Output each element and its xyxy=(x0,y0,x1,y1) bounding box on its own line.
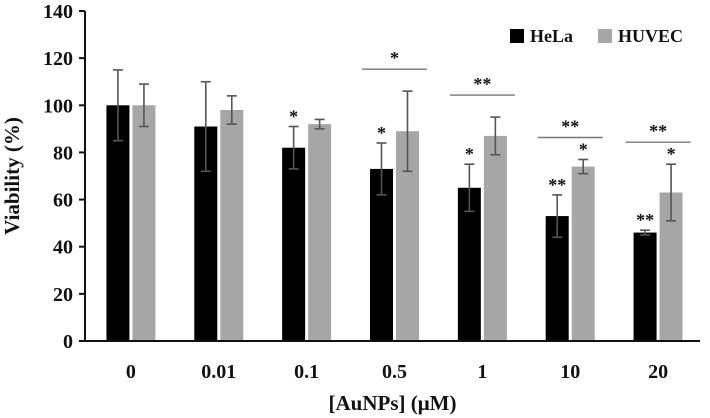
y-tick-label: 100 xyxy=(43,95,73,117)
bar-huvec-0-01 xyxy=(220,110,244,341)
significance-star: * xyxy=(667,144,676,164)
y-tick-label: 80 xyxy=(53,142,73,164)
y-tick-label: 0 xyxy=(63,331,73,353)
bar-huvec-20 xyxy=(659,192,683,341)
y-tick-label: 20 xyxy=(53,284,73,306)
x-tick-label: 0.1 xyxy=(294,361,319,383)
bar-hela-0-5 xyxy=(370,168,393,341)
legend: HeLa HUVEC xyxy=(510,26,683,46)
bars xyxy=(106,105,683,342)
bar-huvec-0 xyxy=(132,105,156,342)
significance-star: ** xyxy=(548,175,566,195)
significance-star: * xyxy=(465,144,474,164)
bar-hela-1 xyxy=(457,187,481,341)
comparison-star: ** xyxy=(649,121,667,141)
bar-hela-0-01 xyxy=(194,126,218,341)
significance-star: ** xyxy=(636,210,654,230)
comparison-star: ** xyxy=(561,117,579,137)
comparison-star: ** xyxy=(473,74,491,94)
x-tick-label: 10 xyxy=(560,361,580,383)
significance-star: * xyxy=(579,140,588,160)
bar-huvec-10 xyxy=(571,166,595,341)
y-tick-label: 60 xyxy=(53,190,73,212)
bar-hela-0 xyxy=(106,105,130,342)
legend-swatch-hela xyxy=(510,29,524,43)
y-axis-title: Viability (%) xyxy=(0,117,24,235)
legend-label-huvec: HUVEC xyxy=(618,26,683,46)
x-tick-label: 0.01 xyxy=(201,361,236,383)
x-tick-label: 1 xyxy=(477,361,487,383)
y-tick-label: 40 xyxy=(53,237,73,259)
y-tick-label: 140 xyxy=(43,1,73,23)
bar-huvec-0-1 xyxy=(308,124,332,342)
significance-star: * xyxy=(289,107,298,127)
legend-label-hela: HeLa xyxy=(530,26,573,46)
significance-marks: ************** ** xyxy=(289,48,691,230)
x-tick-label: 20 xyxy=(648,361,668,383)
x-tick-label: 0.5 xyxy=(382,361,407,383)
y-tick-label: 120 xyxy=(43,48,73,70)
significance-star: * xyxy=(377,123,386,143)
bar-huvec-1 xyxy=(483,135,507,341)
error-bars xyxy=(112,69,677,239)
bar-hela-10 xyxy=(545,216,569,341)
legend-swatch-huvec xyxy=(598,29,612,43)
bar-hela-0-1 xyxy=(282,147,306,341)
y-axis-ticks: 0 20 40 60 80 100 120 140 xyxy=(43,1,85,353)
bar-hela-20 xyxy=(633,232,657,341)
bar-huvec-0-5 xyxy=(396,131,419,341)
x-tick-label: 0 xyxy=(126,361,136,383)
comparison-star: * xyxy=(390,48,399,68)
x-axis-title: [AuNPs] (μM) xyxy=(329,391,457,415)
x-axis-tick-labels: 0 0.01 0.1 0.5 1 10 20 xyxy=(126,361,668,383)
